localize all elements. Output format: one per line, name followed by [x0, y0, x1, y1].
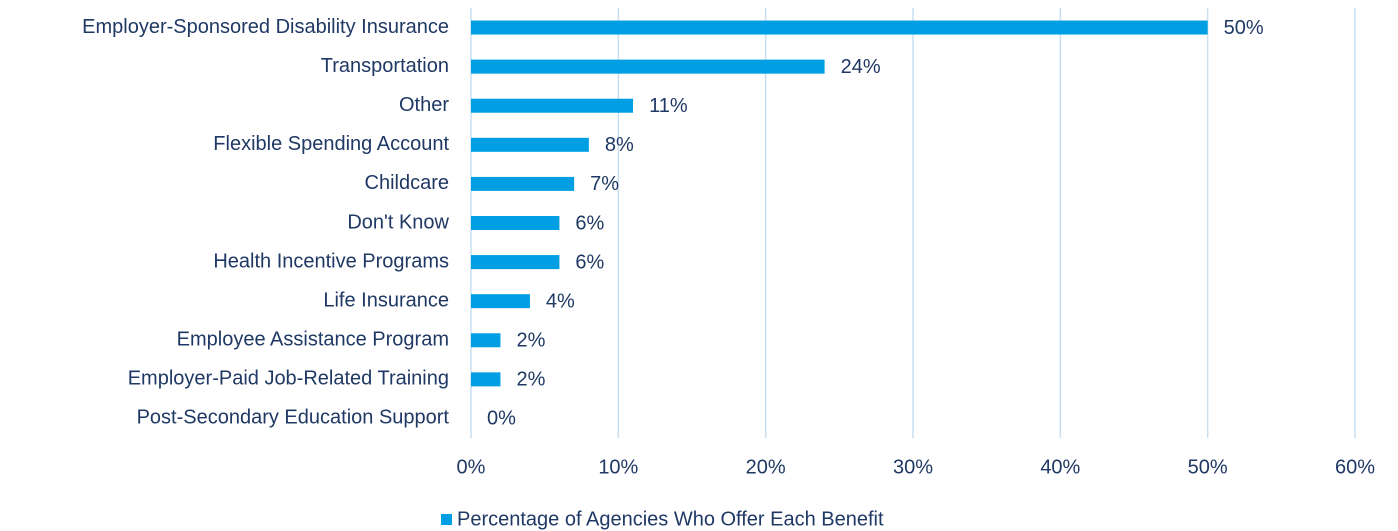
bar	[471, 20, 1208, 35]
bar	[471, 255, 560, 270]
y-tick-label: Life Insurance	[323, 289, 449, 311]
y-tick-label: Employer-Sponsored Disability Insurance	[82, 16, 449, 38]
data-label: 6%	[575, 251, 604, 273]
y-tick-label: Health Incentive Programs	[213, 250, 449, 272]
bar	[471, 372, 501, 387]
data-label: 24%	[841, 56, 881, 78]
data-label: 4%	[546, 290, 575, 312]
data-label: 11%	[649, 95, 688, 117]
x-tick-label: 10%	[598, 456, 638, 478]
y-tick-label: Other	[399, 94, 449, 116]
y-tick-label: Don't Know	[347, 211, 449, 233]
bar	[471, 98, 634, 113]
y-tick-label: Employee Assistance Program	[177, 329, 449, 351]
x-tick-label: 60%	[1335, 456, 1375, 478]
y-tick-label: Childcare	[365, 172, 449, 194]
bar	[471, 59, 825, 74]
y-tick-label: Transportation	[321, 55, 449, 77]
y-tick-label: Post-Secondary Education Support	[137, 407, 450, 429]
bar	[471, 294, 530, 309]
bar	[471, 216, 560, 230]
y-tick-label: Flexible Spending Account	[213, 133, 449, 155]
data-label: 2%	[516, 369, 545, 391]
data-label: 0%	[487, 408, 516, 430]
data-label: 6%	[575, 212, 604, 234]
legend-label: Percentage of Agencies Who Offer Each Be…	[457, 508, 884, 530]
x-tick-label: 50%	[1188, 456, 1228, 478]
x-tick-label: 0%	[457, 456, 486, 478]
data-label: 50%	[1224, 17, 1264, 39]
x-tick-label: 30%	[893, 456, 933, 478]
bar	[471, 137, 589, 152]
bar	[471, 176, 575, 191]
legend-swatch	[441, 514, 452, 525]
x-tick-label: 40%	[1040, 456, 1080, 478]
bar	[471, 333, 501, 348]
data-label: 7%	[590, 173, 619, 195]
data-label: 2%	[516, 330, 545, 352]
x-tick-label: 20%	[746, 456, 786, 478]
data-label: 8%	[605, 134, 634, 156]
y-tick-label: Employer-Paid Job-Related Training	[128, 368, 449, 390]
